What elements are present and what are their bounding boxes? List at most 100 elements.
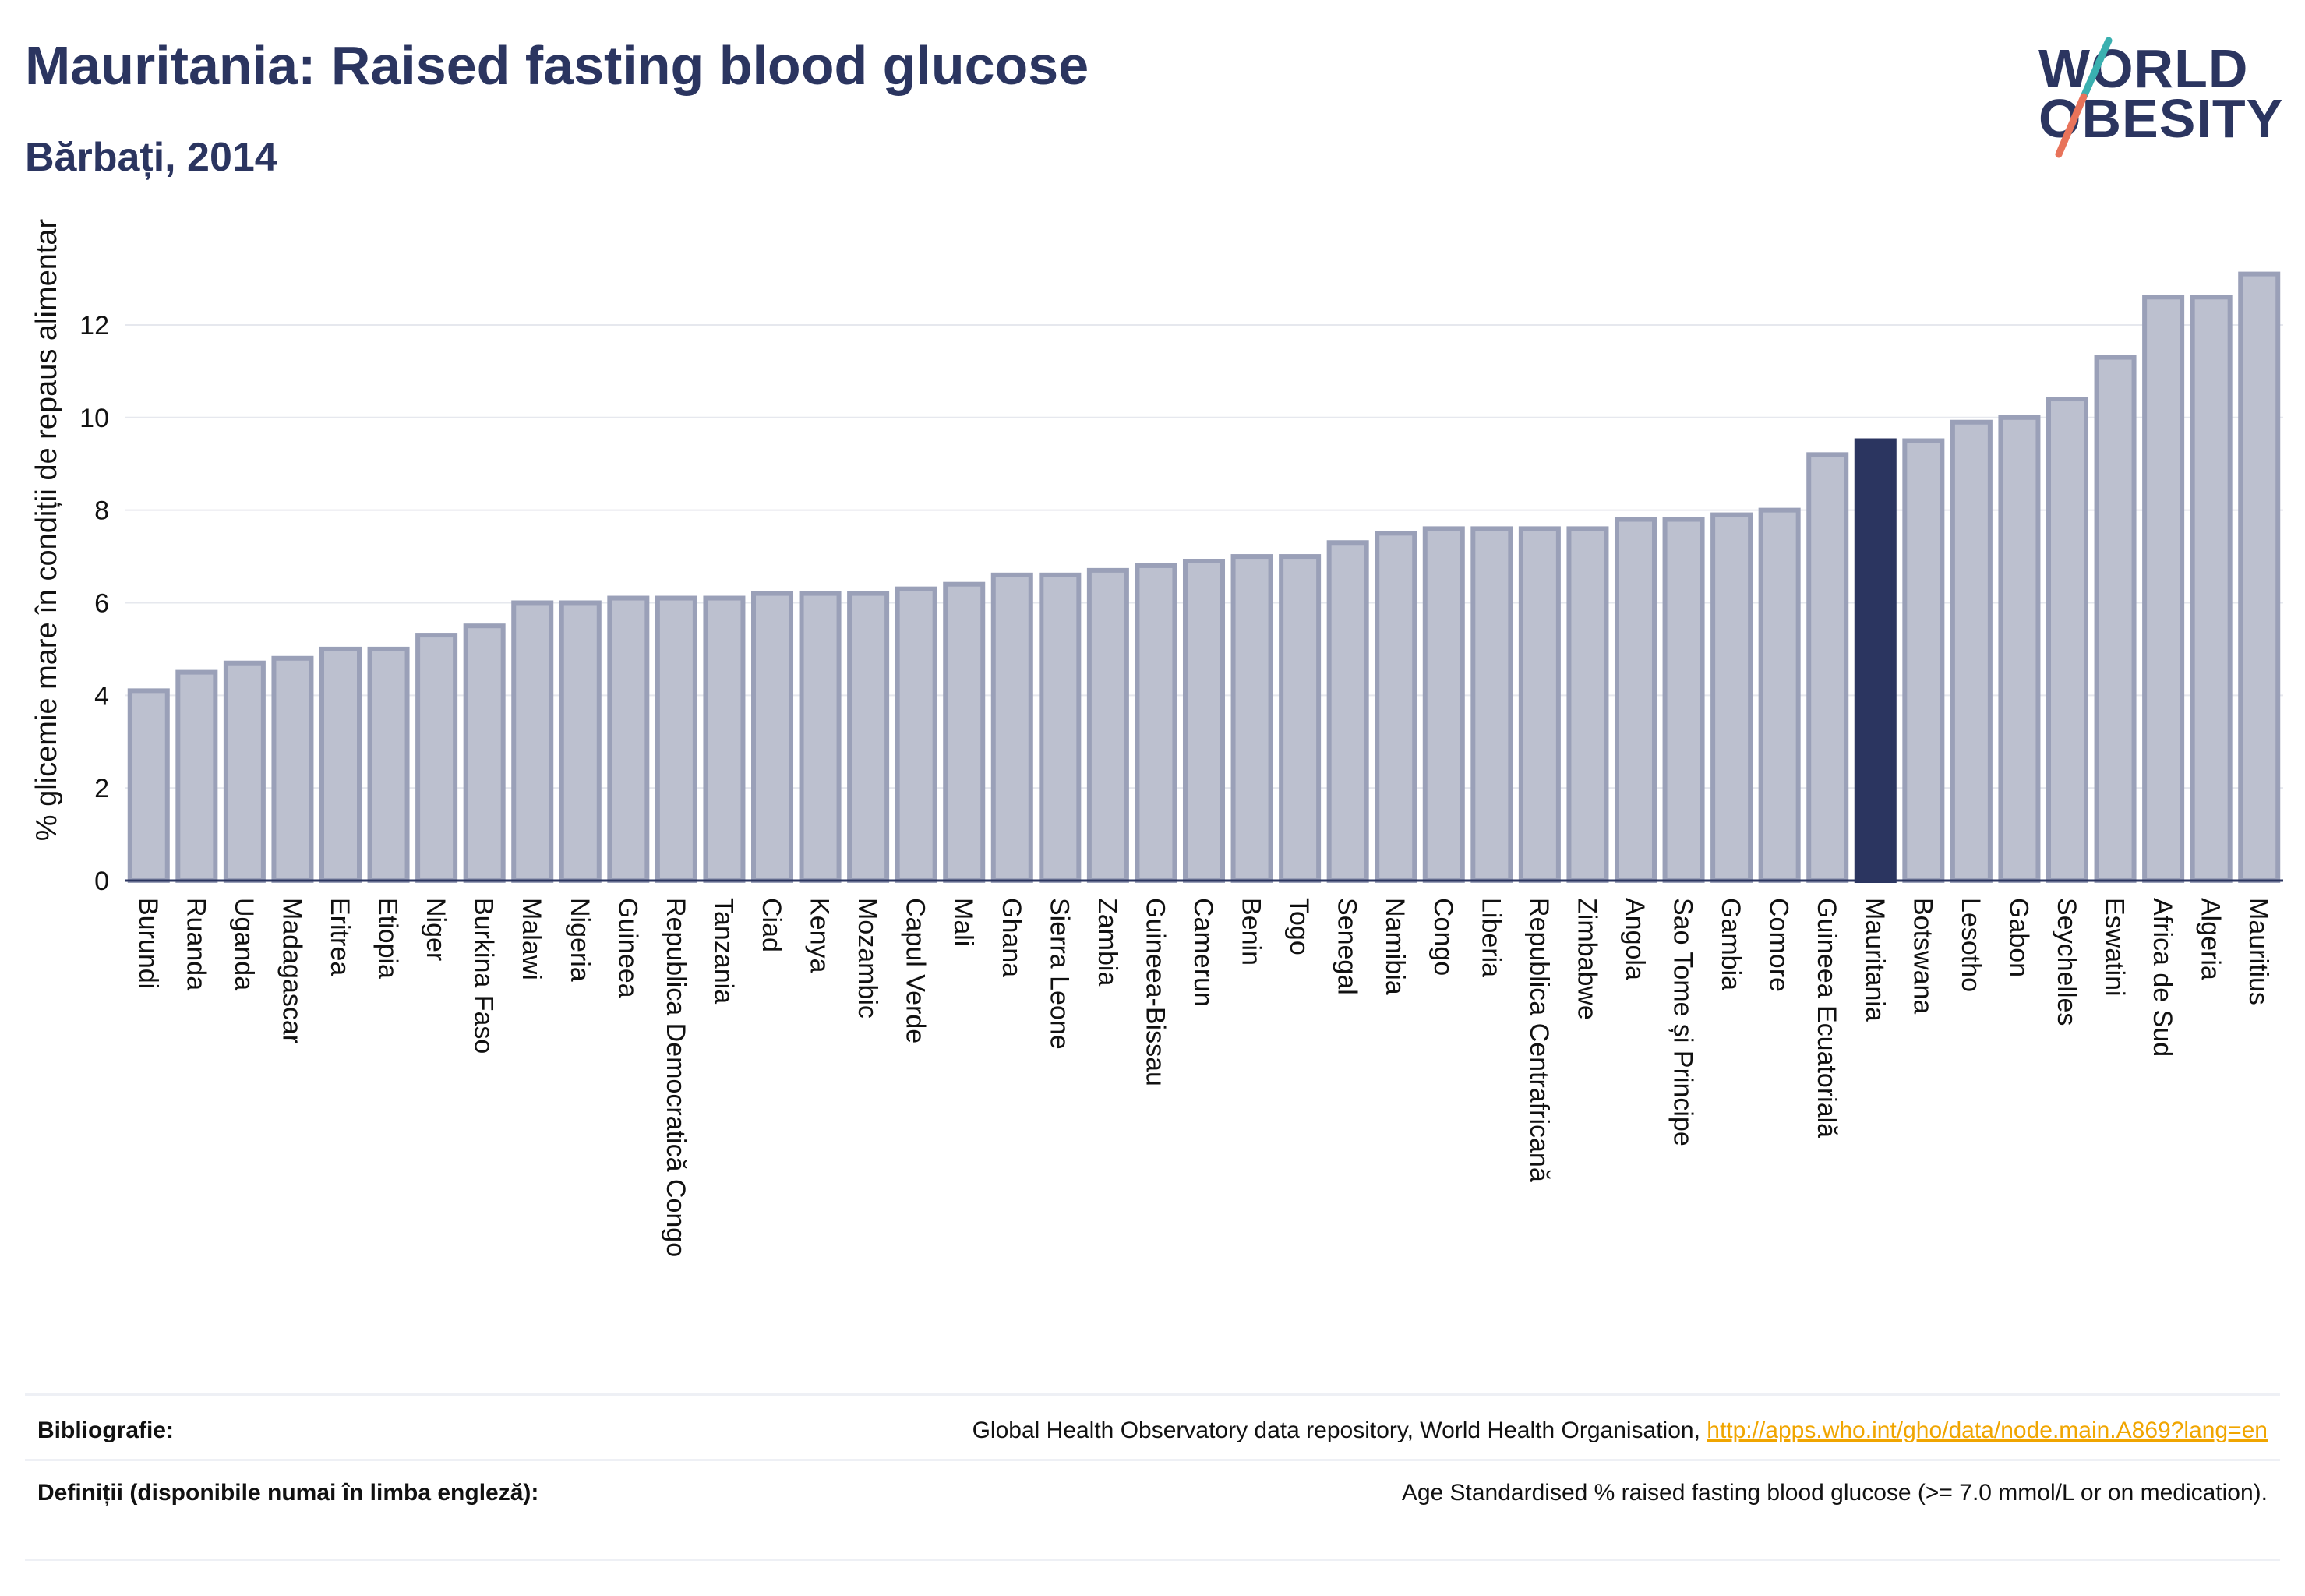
y-tick-label: 12 bbox=[79, 311, 109, 341]
bar bbox=[1039, 572, 1082, 883]
bar bbox=[463, 623, 506, 883]
x-tick-label: Zimbabwe bbox=[1572, 898, 1601, 1020]
bar bbox=[2190, 295, 2233, 884]
bar bbox=[2046, 397, 2089, 883]
bibliography-label: Bibliografie: bbox=[37, 1418, 175, 1443]
bar bbox=[319, 646, 362, 883]
bar bbox=[1230, 554, 1273, 883]
x-tick-label: Sao Tome și Principe bbox=[1668, 898, 1698, 1146]
bar-chart: 0 2 4 6 8 10 12 Burundi Ruanda Uganda Madagascar E… bbox=[30, 218, 2283, 1257]
x-tick-label: Guineea-Bissau bbox=[1140, 898, 1170, 1086]
x-tick-label: Benin bbox=[1237, 898, 1266, 966]
bar bbox=[1422, 526, 1465, 883]
x-tick-label: Capul Verde bbox=[901, 898, 930, 1043]
definitions-value: Age Standardised % raised fasting blood … bbox=[1401, 1480, 2268, 1506]
x-tick-label: Sierra Leone bbox=[1044, 898, 1074, 1050]
world-obesity-logo: WORLD OBESITY bbox=[2034, 37, 2291, 170]
x-tick-label: Congo bbox=[1428, 898, 1458, 976]
x-tick-label: Kenya bbox=[805, 898, 835, 973]
x-tick-label: Tanzania bbox=[708, 898, 738, 1004]
bar bbox=[750, 591, 794, 883]
y-axis-title: % glicemie mare în condiții de repaus al… bbox=[30, 218, 63, 841]
y-axis-ticks: 0 2 4 6 8 10 12 bbox=[79, 311, 109, 896]
footer-bibliography-row: Bibliografie: Global Health Observatory … bbox=[25, 1393, 2280, 1461]
bar bbox=[223, 660, 266, 883]
bar bbox=[2238, 271, 2281, 884]
x-tick-label: Mauritania bbox=[1860, 898, 1890, 1022]
bar bbox=[1470, 526, 1513, 883]
x-tick-label: Botswana bbox=[1908, 898, 1937, 1014]
bibliography-link[interactable]: http://apps.who.int/gho/data/node.main.A… bbox=[1707, 1418, 2268, 1443]
x-tick-label: Zambia bbox=[1092, 898, 1122, 986]
page-subtitle: Bărbați, 2014 bbox=[25, 135, 277, 180]
page-title: Mauritania: Raised fasting blood glucose bbox=[25, 35, 1089, 96]
bar-highlighted bbox=[1854, 438, 1897, 883]
bar bbox=[1614, 517, 1657, 883]
y-tick-label: 10 bbox=[79, 404, 109, 433]
bar bbox=[127, 688, 170, 884]
bar bbox=[1279, 554, 1322, 883]
bar bbox=[943, 581, 986, 883]
x-tick-label: Gambia bbox=[1716, 898, 1746, 990]
bar bbox=[511, 600, 554, 883]
bars bbox=[127, 271, 2281, 884]
x-tick-label: Senegal bbox=[1333, 898, 1362, 995]
bar bbox=[847, 591, 890, 883]
x-tick-label: Comore bbox=[1764, 898, 1794, 992]
x-tick-label: Mozambic bbox=[852, 898, 882, 1019]
x-tick-label: Ciad bbox=[757, 898, 786, 952]
x-tick-label: Niger bbox=[421, 898, 450, 961]
x-tick-label: Seychelles bbox=[2052, 898, 2081, 1026]
x-tick-label: Ghana bbox=[997, 898, 1026, 977]
x-tick-label: Eritrea bbox=[325, 898, 355, 976]
x-tick-label: Guineea Ecuatorială bbox=[1812, 898, 1841, 1138]
x-tick-label: Namibia bbox=[1380, 898, 1410, 995]
bar bbox=[2094, 355, 2137, 883]
bibliography-value: Global Health Observatory data repositor… bbox=[972, 1414, 2268, 1447]
logo-word-world: WORLD bbox=[2038, 38, 2249, 99]
x-tick-label: Africa de Sud bbox=[2148, 898, 2177, 1057]
y-tick-label: 6 bbox=[94, 588, 109, 618]
bar bbox=[895, 586, 937, 883]
bar bbox=[1806, 452, 1849, 884]
bar bbox=[1902, 438, 1945, 883]
x-tick-label: Angola bbox=[1620, 898, 1650, 980]
bar bbox=[2142, 295, 2185, 884]
footer-bottom-rule bbox=[25, 1559, 2280, 1561]
bar bbox=[703, 595, 746, 884]
x-tick-label: Etiopia bbox=[373, 898, 403, 979]
x-tick-label: Malawi bbox=[517, 898, 546, 980]
x-tick-label: Republica Democratică Congo bbox=[661, 898, 690, 1257]
bar bbox=[1135, 563, 1177, 883]
bar bbox=[1518, 526, 1561, 883]
bar bbox=[1375, 531, 1417, 883]
bar bbox=[990, 572, 1033, 883]
y-tick-label: 0 bbox=[94, 867, 109, 896]
bar bbox=[655, 595, 697, 884]
x-tick-label: Uganda bbox=[229, 898, 259, 990]
bar bbox=[367, 646, 410, 883]
bar bbox=[271, 655, 314, 883]
bar bbox=[559, 600, 602, 883]
x-axis-labels: Burundi Ruanda Uganda Madagascar Eritrea Etio… bbox=[133, 898, 2273, 1257]
x-tick-label: Eswatini bbox=[2100, 898, 2130, 997]
bar bbox=[415, 633, 458, 883]
x-tick-label: Republica Centrafricană bbox=[1524, 898, 1554, 1182]
x-tick-label: Nigeria bbox=[565, 898, 595, 982]
x-tick-label: Lesotho bbox=[1956, 898, 1986, 992]
bar bbox=[1710, 512, 1753, 883]
footer-definitions-row: Definiții (disponibile numai în limba en… bbox=[25, 1459, 2280, 1561]
y-tick-label: 8 bbox=[94, 496, 109, 526]
x-tick-label: Gabon bbox=[2003, 898, 2033, 977]
x-tick-label: Burundi bbox=[133, 898, 163, 989]
x-tick-label: Mauritius bbox=[2243, 898, 2273, 1005]
y-tick-label: 4 bbox=[94, 681, 109, 711]
x-tick-label: Algeria bbox=[2196, 898, 2226, 980]
logo-word-obesity: OBESITY bbox=[2038, 88, 2284, 149]
y-tick-label: 2 bbox=[94, 774, 109, 803]
x-tick-label: Guineea bbox=[612, 898, 642, 998]
bar bbox=[175, 669, 218, 883]
bar bbox=[799, 591, 842, 883]
bar bbox=[1998, 415, 2041, 883]
bar bbox=[1950, 419, 1993, 883]
